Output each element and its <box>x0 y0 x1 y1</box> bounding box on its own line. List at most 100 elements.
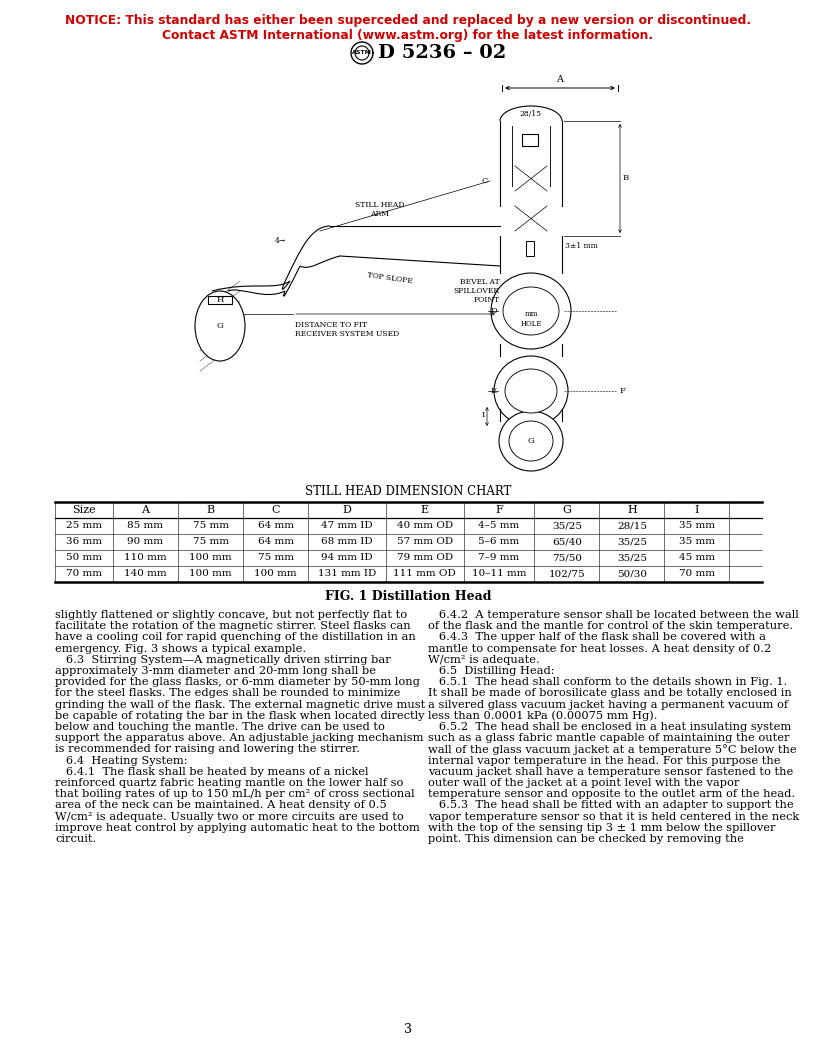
Text: 70 mm: 70 mm <box>679 569 715 579</box>
Text: F: F <box>620 386 626 395</box>
Text: 75 mm: 75 mm <box>193 538 228 547</box>
Text: B: B <box>623 174 629 183</box>
Text: provided for the glass flasks, or 6-mm diameter by 50-mm long: provided for the glass flasks, or 6-mm d… <box>55 677 420 687</box>
Text: 35 mm: 35 mm <box>679 522 715 530</box>
Text: D: D <box>343 505 352 515</box>
Text: mantle to compensate for heat losses. A heat density of 0.2: mantle to compensate for heat losses. A … <box>428 643 771 654</box>
Text: W/cm² is adequate.: W/cm² is adequate. <box>428 655 539 665</box>
Text: A: A <box>557 75 564 84</box>
Text: 45 mm: 45 mm <box>679 553 715 563</box>
Text: 6.4  Heating System:: 6.4 Heating System: <box>55 756 188 766</box>
Text: area of the neck can be maintained. A heat density of 0.5: area of the neck can be maintained. A he… <box>55 800 387 810</box>
Text: 140 mm: 140 mm <box>124 569 166 579</box>
Text: 50/30: 50/30 <box>617 569 647 579</box>
Text: 100 mm: 100 mm <box>189 569 232 579</box>
Text: C: C <box>272 505 280 515</box>
Text: wall of the glass vacuum jacket at a temperature 5°C below the: wall of the glass vacuum jacket at a tem… <box>428 744 796 755</box>
Text: 65/40: 65/40 <box>552 538 582 547</box>
Text: BEVEL AT
SPILLOVER
POINT: BEVEL AT SPILLOVER POINT <box>454 278 500 304</box>
Text: DISTANCE TO FIT
RECEIVER SYSTEM USED: DISTANCE TO FIT RECEIVER SYSTEM USED <box>295 321 399 338</box>
Text: 3±1 mm: 3±1 mm <box>565 242 598 250</box>
Text: 75 mm: 75 mm <box>193 522 228 530</box>
Text: It shall be made of borosilicate glass and be totally enclosed in: It shall be made of borosilicate glass a… <box>428 689 792 698</box>
Text: approximately 3-mm diameter and 20-mm long shall be: approximately 3-mm diameter and 20-mm lo… <box>55 666 376 676</box>
Text: 35/25: 35/25 <box>617 538 647 547</box>
Text: 10–11 mm: 10–11 mm <box>472 569 526 579</box>
Text: 111 mm OD: 111 mm OD <box>393 569 456 579</box>
Text: Size: Size <box>72 505 95 515</box>
Text: TOP SLOPE: TOP SLOPE <box>366 271 413 285</box>
Text: 35/25: 35/25 <box>617 553 647 563</box>
Text: 5–6 mm: 5–6 mm <box>478 538 520 547</box>
Text: I: I <box>694 505 699 515</box>
Ellipse shape <box>505 369 557 413</box>
Text: 4–5 mm: 4–5 mm <box>478 522 520 530</box>
Text: 64 mm: 64 mm <box>258 522 294 530</box>
Text: temperature sensor and opposite to the outlet arm of the head.: temperature sensor and opposite to the o… <box>428 789 795 799</box>
Text: E: E <box>491 386 497 395</box>
Text: F: F <box>495 505 503 515</box>
Text: such as a glass fabric mantle capable of maintaining the outer: such as a glass fabric mantle capable of… <box>428 733 790 743</box>
Text: G: G <box>562 505 571 515</box>
Text: STILL HEAD
ARM: STILL HEAD ARM <box>355 201 405 218</box>
Text: 6.5.1  The head shall conform to the details shown in Fig. 1.: 6.5.1 The head shall conform to the deta… <box>428 677 787 687</box>
Text: B: B <box>206 505 215 515</box>
Text: A: A <box>141 505 149 515</box>
Text: 6.3  Stirring System—A magnetically driven stirring bar: 6.3 Stirring System—A magnetically drive… <box>55 655 391 665</box>
Text: 100 mm: 100 mm <box>255 569 297 579</box>
Text: 6.4.3  The upper half of the flask shall be covered with a: 6.4.3 The upper half of the flask shall … <box>428 633 766 642</box>
Text: reinforced quartz fabric heating mantle on the lower half so: reinforced quartz fabric heating mantle … <box>55 778 403 788</box>
Text: circuit.: circuit. <box>55 834 96 844</box>
Text: with the top of the sensing tip 3 ± 1 mm below the spillover: with the top of the sensing tip 3 ± 1 mm… <box>428 823 775 833</box>
Text: 6.5.3  The head shall be fitted with an adapter to support the: 6.5.3 The head shall be fitted with an a… <box>428 800 794 810</box>
Text: 6.5  Distilling Head:: 6.5 Distilling Head: <box>428 666 555 676</box>
Text: 4→: 4→ <box>274 237 286 245</box>
Text: 6.4.2  A temperature sensor shall be located between the wall: 6.4.2 A temperature sensor shall be loca… <box>428 610 799 620</box>
Text: mm
HOLE: mm HOLE <box>521 310 542 327</box>
Text: 3: 3 <box>404 1023 412 1036</box>
Text: G: G <box>528 437 534 445</box>
Ellipse shape <box>494 356 568 426</box>
Text: 50 mm: 50 mm <box>66 553 102 563</box>
Text: H: H <box>627 505 636 515</box>
Text: 70 mm: 70 mm <box>66 569 102 579</box>
Ellipse shape <box>503 287 559 335</box>
Text: 57 mm OD: 57 mm OD <box>397 538 453 547</box>
Text: slightly flattened or slightly concave, but not perfectly flat to: slightly flattened or slightly concave, … <box>55 610 407 620</box>
Text: 40 mm OD: 40 mm OD <box>397 522 453 530</box>
Text: 28/15: 28/15 <box>520 110 542 118</box>
Text: facilitate the rotation of the magnetic stirrer. Steel flasks can: facilitate the rotation of the magnetic … <box>55 621 410 631</box>
Text: emergency. Fig. 3 shows a typical example.: emergency. Fig. 3 shows a typical exampl… <box>55 643 306 654</box>
Text: E: E <box>421 505 429 515</box>
Text: improve heat control by applying automatic heat to the bottom: improve heat control by applying automat… <box>55 823 420 833</box>
Text: less than 0.0001 kPa (0.00075 mm Hg).: less than 0.0001 kPa (0.00075 mm Hg). <box>428 711 658 721</box>
Text: 79 mm OD: 79 mm OD <box>397 553 453 563</box>
Text: 64 mm: 64 mm <box>258 538 294 547</box>
Text: 90 mm: 90 mm <box>127 538 163 547</box>
Text: vacuum jacket shall have a temperature sensor fastened to the: vacuum jacket shall have a temperature s… <box>428 767 793 777</box>
Bar <box>208 296 232 304</box>
Text: is recommended for raising and lowering the stirrer.: is recommended for raising and lowering … <box>55 744 360 754</box>
Text: 131 mm ID: 131 mm ID <box>318 569 376 579</box>
Text: 6.4.1  The flask shall be heated by means of a nickel: 6.4.1 The flask shall be heated by means… <box>55 767 369 777</box>
Text: 102/75: 102/75 <box>548 569 585 579</box>
Text: 75 mm: 75 mm <box>258 553 294 563</box>
Text: ASTM: ASTM <box>352 51 372 56</box>
Text: W/cm² is adequate. Usually two or more circuits are used to: W/cm² is adequate. Usually two or more c… <box>55 812 404 822</box>
Text: 47 mm ID: 47 mm ID <box>322 522 373 530</box>
Text: grinding the wall of the flask. The external magnetic drive must: grinding the wall of the flask. The exte… <box>55 700 425 710</box>
Text: below and touching the mantle. The drive can be used to: below and touching the mantle. The drive… <box>55 722 385 732</box>
Ellipse shape <box>195 291 245 361</box>
Text: 100 mm: 100 mm <box>189 553 232 563</box>
Ellipse shape <box>509 421 553 461</box>
Text: D 5236 – 02: D 5236 – 02 <box>378 44 506 62</box>
Text: vapor temperature sensor so that it is held centered in the neck: vapor temperature sensor so that it is h… <box>428 812 799 822</box>
Text: FIG. 1 Distillation Head: FIG. 1 Distillation Head <box>326 590 492 603</box>
Text: STILL HEAD DIMENSION CHART: STILL HEAD DIMENSION CHART <box>305 485 512 498</box>
Text: have a cooling coil for rapid quenching of the distillation in an: have a cooling coil for rapid quenching … <box>55 633 415 642</box>
Text: H: H <box>216 296 224 304</box>
Text: D: D <box>490 307 497 315</box>
Bar <box>526 241 534 256</box>
Text: I: I <box>481 411 485 419</box>
Ellipse shape <box>491 274 571 348</box>
